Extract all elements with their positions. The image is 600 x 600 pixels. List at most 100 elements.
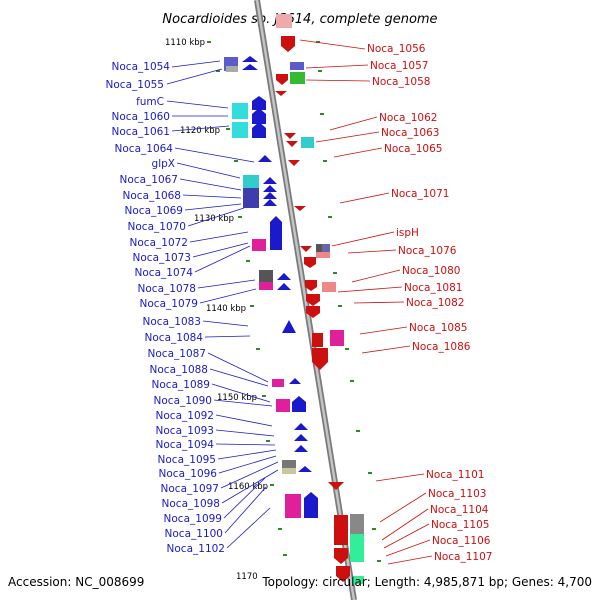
- kbp-label: 1160 kbp: [228, 482, 268, 492]
- svg-text:Noca_1090: Noca_1090: [154, 395, 212, 407]
- svg-text:Noca_1106: Noca_1106: [432, 535, 491, 547]
- genome-backbone: [254, 0, 357, 600]
- gene-label-right[interactable]: Noca_1058: [305, 76, 430, 88]
- gene-label-right[interactable]: Noca_1056: [299, 39, 426, 55]
- gene-label-right[interactable]: Noca_1104: [381, 504, 489, 541]
- left-gene-labels: Noca_1054 Noca_1055 fumC Noca_1060 Noca_…: [106, 60, 279, 555]
- gene-label-right[interactable]: Noca_1063: [315, 127, 439, 143]
- gene-label-left[interactable]: Noca_1083: [143, 316, 249, 328]
- svg-text:fumC: fumC: [136, 96, 164, 108]
- gene-label-right[interactable]: Noca_1057: [305, 60, 428, 72]
- gene-label-left[interactable]: Noca_1074: [135, 245, 251, 279]
- svg-text:Noca_1093: Noca_1093: [156, 425, 214, 437]
- svg-text:Noca_1068: Noca_1068: [123, 190, 181, 202]
- forward-strand-genes: [224, 56, 318, 518]
- kbp-scale: 1110 kbp 1120 kbp 1130 kbp 1140 kbp 1150…: [165, 38, 268, 582]
- gene-label-right[interactable]: Noca_1086: [361, 341, 471, 354]
- tick-marks: [207, 41, 381, 562]
- kbp-label: 1120 kbp: [180, 126, 220, 136]
- gene-label-right[interactable]: Noca_1105: [383, 519, 489, 549]
- svg-text:Noca_1067: Noca_1067: [120, 174, 178, 186]
- gene-label-right[interactable]: Noca_1080: [351, 265, 460, 283]
- gene-label-right[interactable]: Noca_1071: [339, 188, 449, 204]
- gene-label-left[interactable]: Noca_1055: [106, 68, 223, 91]
- svg-text:Noca_1064: Noca_1064: [115, 143, 174, 155]
- map-title: Nocardioides sp. JS614, complete genome: [162, 12, 437, 27]
- gene-label-left[interactable]: Noca_1070: [128, 207, 245, 233]
- accession-text: Accession: NC_008699: [8, 575, 144, 589]
- svg-text:Noca_1088: Noca_1088: [150, 364, 208, 376]
- svg-text:Noca_1089: Noca_1089: [152, 379, 210, 391]
- gene-label-left[interactable]: fumC: [136, 96, 229, 109]
- gene-label-left[interactable]: Noca_1097: [161, 461, 279, 495]
- svg-text:Noca_1070: Noca_1070: [128, 221, 186, 233]
- svg-text:Noca_1082: Noca_1082: [406, 297, 464, 309]
- gene-label-right[interactable]: Noca_1076: [347, 245, 457, 257]
- gene-label-left[interactable]: Noca_1068: [123, 190, 242, 202]
- svg-text:Noca_1065: Noca_1065: [384, 143, 442, 155]
- gene-label-left[interactable]: Noca_1093: [156, 425, 275, 437]
- gene-label-left[interactable]: Noca_1072: [130, 231, 249, 249]
- gene-label-right[interactable]: ispH: [331, 227, 419, 247]
- topology-text: Topology: circular; Length: 4,985,871 bp…: [261, 575, 592, 589]
- gene-label-left[interactable]: Noca_1073: [133, 242, 249, 264]
- gene-label-left[interactable]: Noca_1095: [158, 449, 277, 466]
- svg-text:glpX: glpX: [152, 158, 175, 170]
- svg-text:Noca_1057: Noca_1057: [370, 60, 428, 72]
- gene-label-left[interactable]: Noca_1090: [154, 395, 273, 407]
- svg-text:Noca_1063: Noca_1063: [381, 127, 439, 139]
- svg-text:Noca_1080: Noca_1080: [402, 265, 460, 277]
- gene-label-right[interactable]: Noca_1106: [385, 535, 491, 557]
- gene-label-left[interactable]: Noca_1061: [112, 125, 230, 138]
- gene-label-left[interactable]: Noca_1092: [156, 410, 273, 427]
- svg-text:Noca_1097: Noca_1097: [161, 483, 219, 495]
- svg-text:Noca_1062: Noca_1062: [379, 112, 437, 124]
- gene-label-left[interactable]: Noca_1094: [156, 439, 276, 451]
- svg-text:Noca_1100: Noca_1100: [165, 528, 223, 540]
- gene-label-left[interactable]: Noca_1098: [162, 469, 279, 510]
- svg-text:Noca_1079: Noca_1079: [140, 298, 198, 310]
- gene-label-left[interactable]: Noca_1067: [120, 174, 242, 191]
- svg-text:Noca_1071: Noca_1071: [391, 188, 449, 200]
- gene-label-left[interactable]: Noca_1084: [145, 332, 251, 344]
- svg-text:Noca_1076: Noca_1076: [398, 245, 457, 257]
- kbp-label: 1170: [236, 572, 258, 582]
- gene-label-left[interactable]: Noca_1089: [152, 379, 271, 403]
- gene-label-right[interactable]: Noca_1082: [353, 297, 464, 309]
- kbp-label: 1110 kbp: [165, 38, 205, 48]
- svg-text:Noca_1058: Noca_1058: [372, 76, 430, 88]
- svg-text:Noca_1087: Noca_1087: [148, 348, 206, 360]
- svg-text:Noca_1095: Noca_1095: [158, 454, 216, 466]
- gene-label-right[interactable]: Noca_1062: [329, 112, 437, 131]
- gene-label-right[interactable]: Noca_1107: [387, 551, 492, 565]
- gene-label-left[interactable]: Noca_1069: [125, 203, 242, 217]
- gene-label-right[interactable]: Noca_1081: [337, 282, 462, 294]
- gene-label-right[interactable]: Noca_1065: [333, 143, 442, 158]
- gene-label-left[interactable]: Noca_1100: [165, 486, 267, 540]
- gene-label-left[interactable]: Noca_1102: [167, 507, 271, 555]
- gene-label-left[interactable]: Noca_1088: [150, 364, 269, 387]
- svg-text:Noca_1072: Noca_1072: [130, 237, 188, 249]
- gene-label-left[interactable]: Noca_1099: [164, 477, 266, 525]
- gene-label-left[interactable]: Noca_1060: [112, 111, 228, 123]
- gene-label-right[interactable]: Noca_1085: [359, 322, 467, 335]
- gene-label-left[interactable]: glpX: [152, 158, 241, 179]
- gene-label-left[interactable]: Noca_1078: [138, 279, 256, 295]
- gene-label-left[interactable]: Noca_1064: [115, 143, 255, 163]
- gene-label-left[interactable]: Noca_1096: [159, 455, 277, 480]
- right-gene-labels: Noca_1056 Noca_1057 Noca_1058 Noca_1062 …: [299, 39, 492, 565]
- gene-label-right[interactable]: Noca_1103: [379, 488, 486, 523]
- svg-text:Noca_1086: Noca_1086: [412, 341, 471, 353]
- svg-text:Noca_1055: Noca_1055: [106, 79, 164, 91]
- gene-label-left[interactable]: Noca_1054: [112, 60, 221, 73]
- gene-label-right[interactable]: Noca_1101: [375, 469, 484, 482]
- gene-label-left[interactable]: Noca_1079: [140, 288, 257, 310]
- reverse-strand-genes: [275, 14, 364, 584]
- svg-text:Noca_1085: Noca_1085: [409, 322, 467, 334]
- svg-text:Noca_1092: Noca_1092: [156, 410, 214, 422]
- svg-text:Noca_1101: Noca_1101: [426, 469, 484, 481]
- svg-text:Noca_1073: Noca_1073: [133, 252, 191, 264]
- svg-text:Noca_1061: Noca_1061: [112, 126, 170, 138]
- gene-label-left[interactable]: Noca_1087: [148, 348, 269, 383]
